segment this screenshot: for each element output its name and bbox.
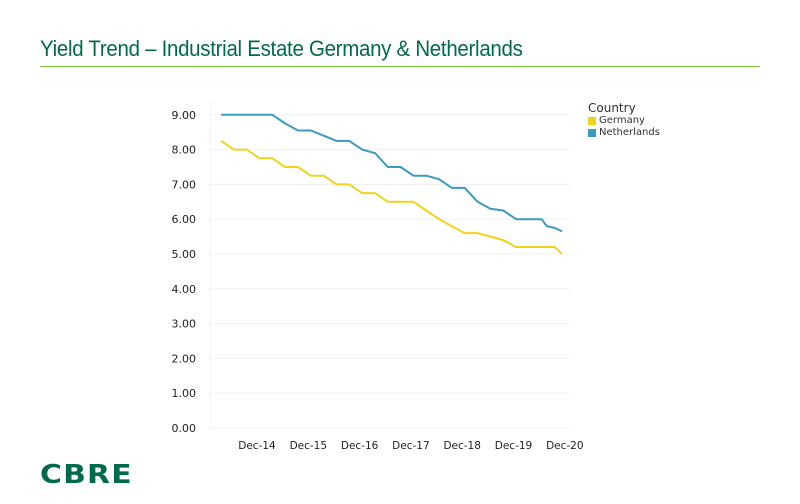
y-tick-label: 7.00 <box>172 178 197 191</box>
legend-title: Country <box>588 101 636 115</box>
series-line-netherlands <box>221 113 563 233</box>
legend-swatch-netherlands <box>588 129 596 137</box>
legend-label-germany: Germany <box>599 115 645 126</box>
y-tick-label: 9.00 <box>172 109 197 122</box>
y-tick-label: 2.00 <box>172 352 197 365</box>
legend-item-germany: Germany <box>588 115 660 127</box>
y-tick-label: 8.00 <box>172 144 197 157</box>
title-divider <box>40 66 760 67</box>
y-tick-label: 4.00 <box>172 283 197 296</box>
y-tick-label: 1.00 <box>172 387 197 400</box>
x-tick-label: Dec-17 <box>392 440 429 452</box>
chart-legend: Country Germany Netherlands <box>588 101 660 139</box>
x-tick-label: Dec-20 <box>546 440 583 452</box>
x-tick-label: Dec-15 <box>290 440 327 452</box>
y-tick-label: 5.00 <box>172 248 197 261</box>
cbre-logo: CBRE <box>40 460 133 490</box>
legend-label-netherlands: Netherlands <box>599 127 660 138</box>
y-tick-label: 6.00 <box>172 213 197 226</box>
y-tick-label: 0.00 <box>172 422 197 435</box>
x-tick-label: Dec-19 <box>495 440 532 452</box>
legend-swatch-germany <box>588 117 596 125</box>
y-tick-label: 3.00 <box>172 318 197 331</box>
x-tick-label: Dec-18 <box>443 440 480 452</box>
legend-item-netherlands: Netherlands <box>588 127 660 139</box>
series-line-germany <box>220 140 563 255</box>
page-title: Yield Trend – Industrial Estate Germany … <box>40 36 523 61</box>
x-tick-label: Dec-14 <box>238 440 276 452</box>
x-tick-label: Dec-16 <box>341 440 379 452</box>
